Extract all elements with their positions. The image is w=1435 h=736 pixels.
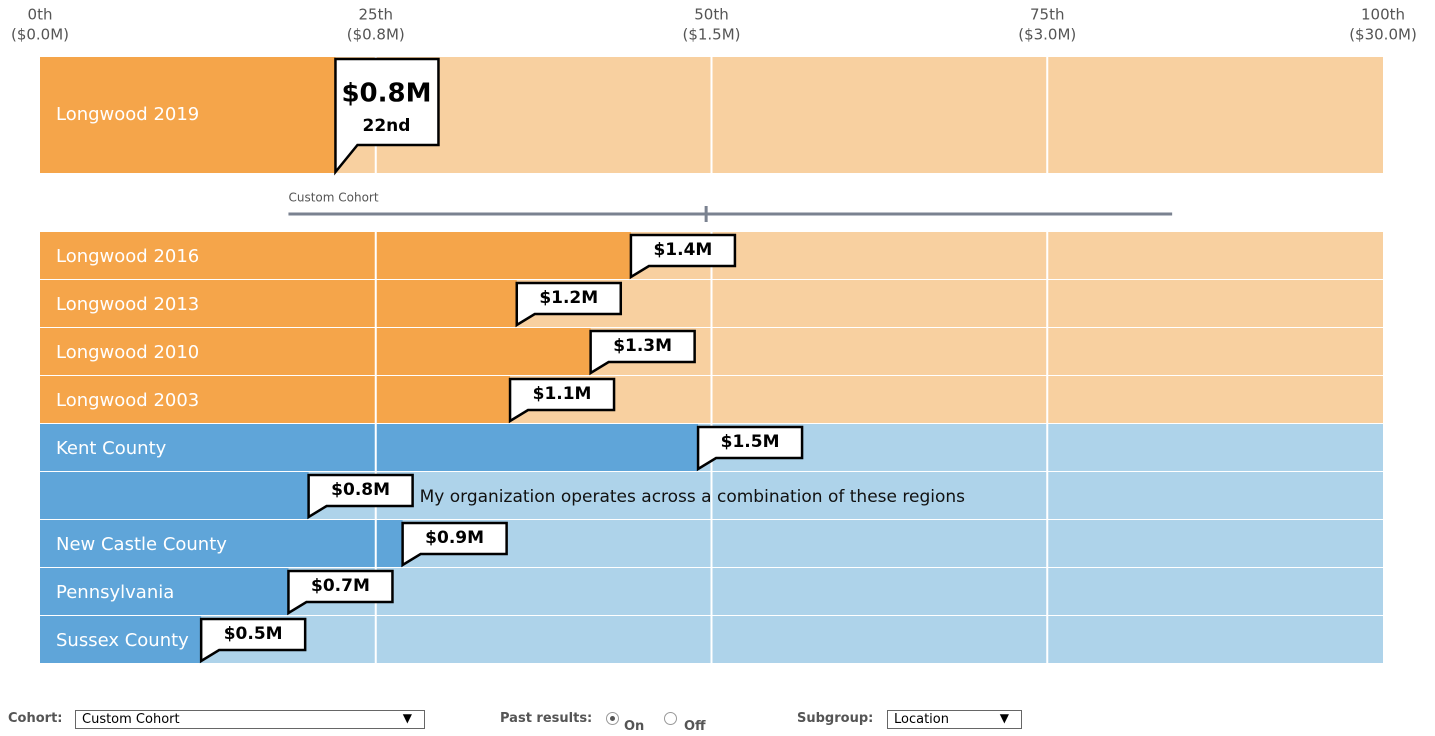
off-label: Off xyxy=(684,719,706,734)
callout-amount: $0.8M xyxy=(331,480,390,500)
bar xyxy=(40,232,631,279)
radio-on[interactable] xyxy=(606,712,619,725)
callout xyxy=(589,329,696,376)
callout-amount: $1.5M xyxy=(721,432,780,452)
row-label: Longwood 2003 xyxy=(56,390,199,411)
callout xyxy=(199,617,307,664)
x-tick-label: 0th xyxy=(28,6,53,24)
callout-amount: $1.4M xyxy=(653,240,712,260)
row-label: Longwood 2013 xyxy=(56,294,199,315)
callout xyxy=(401,521,508,568)
callout xyxy=(307,473,414,520)
callout-rank: 22nd xyxy=(362,116,410,136)
callout xyxy=(508,377,616,424)
callout xyxy=(629,233,737,280)
x-tick-label: 100th xyxy=(1361,6,1405,24)
row-label: New Castle County xyxy=(56,534,227,555)
x-tick-amount: ($3.0M) xyxy=(1018,26,1076,44)
callout-amount: $1.1M xyxy=(533,384,592,404)
past-label: Past results: xyxy=(500,711,593,726)
bar xyxy=(40,616,202,663)
bar xyxy=(40,520,403,567)
cohort-select[interactable]: Custom Cohort ▼ xyxy=(75,710,425,729)
subgroup-select[interactable]: Location ▼ xyxy=(887,710,1022,729)
callout-amount: $1.2M xyxy=(539,288,598,308)
callout-amount: $0.7M xyxy=(311,576,370,596)
x-tick-label: 25th xyxy=(359,6,393,24)
callout-amount: $0.8M xyxy=(341,79,431,109)
bar xyxy=(40,376,511,423)
x-tick-amount: ($1.5M) xyxy=(682,26,740,44)
callout xyxy=(696,425,804,472)
arrow: ▼ xyxy=(999,711,1009,725)
bar xyxy=(40,280,517,327)
row-label: Sussex County xyxy=(56,630,189,651)
annotation: My organization operates across a combin… xyxy=(420,487,966,507)
row-label: Pennsylvania xyxy=(56,582,174,603)
callout-amount: $1.3M xyxy=(613,336,672,356)
bar xyxy=(40,472,309,519)
radio-off[interactable] xyxy=(664,712,677,725)
row-label: Longwood 2010 xyxy=(56,342,199,363)
arrow: ▼ xyxy=(402,711,412,725)
cohort-label: Custom Cohort xyxy=(288,191,378,205)
row-label: Kent County xyxy=(56,438,167,459)
subgroup-value: Location xyxy=(894,712,949,727)
bar xyxy=(40,568,289,615)
on-label: On xyxy=(624,719,645,734)
row-label: Longwood 2019 xyxy=(56,104,199,125)
chart: 0th ($0.0M) 25th ($0.8M) 50th ($1.5M) 75th ($3.… xyxy=(11,6,1417,664)
callout xyxy=(287,569,394,616)
bar xyxy=(40,424,699,471)
callout-amount: $0.5M xyxy=(224,624,283,644)
bar xyxy=(40,328,591,375)
bar xyxy=(40,57,336,173)
x-tick-amount: ($0.8M) xyxy=(347,26,405,44)
x-tick-amount: ($0.0M) xyxy=(11,26,69,44)
callout xyxy=(515,281,623,328)
row-label: Longwood 2016 xyxy=(56,246,199,267)
x-tick-amount: ($30.0M) xyxy=(1349,26,1417,44)
callout xyxy=(334,57,440,176)
subgroup-label: Subgroup: xyxy=(797,711,874,726)
callout-amount: $0.9M xyxy=(425,528,484,548)
cohort-value: Custom Cohort xyxy=(82,712,180,727)
cohort-label: Cohort: xyxy=(8,711,63,726)
x-tick-label: 75th xyxy=(1030,6,1064,24)
x-tick-label: 50th xyxy=(694,6,728,24)
